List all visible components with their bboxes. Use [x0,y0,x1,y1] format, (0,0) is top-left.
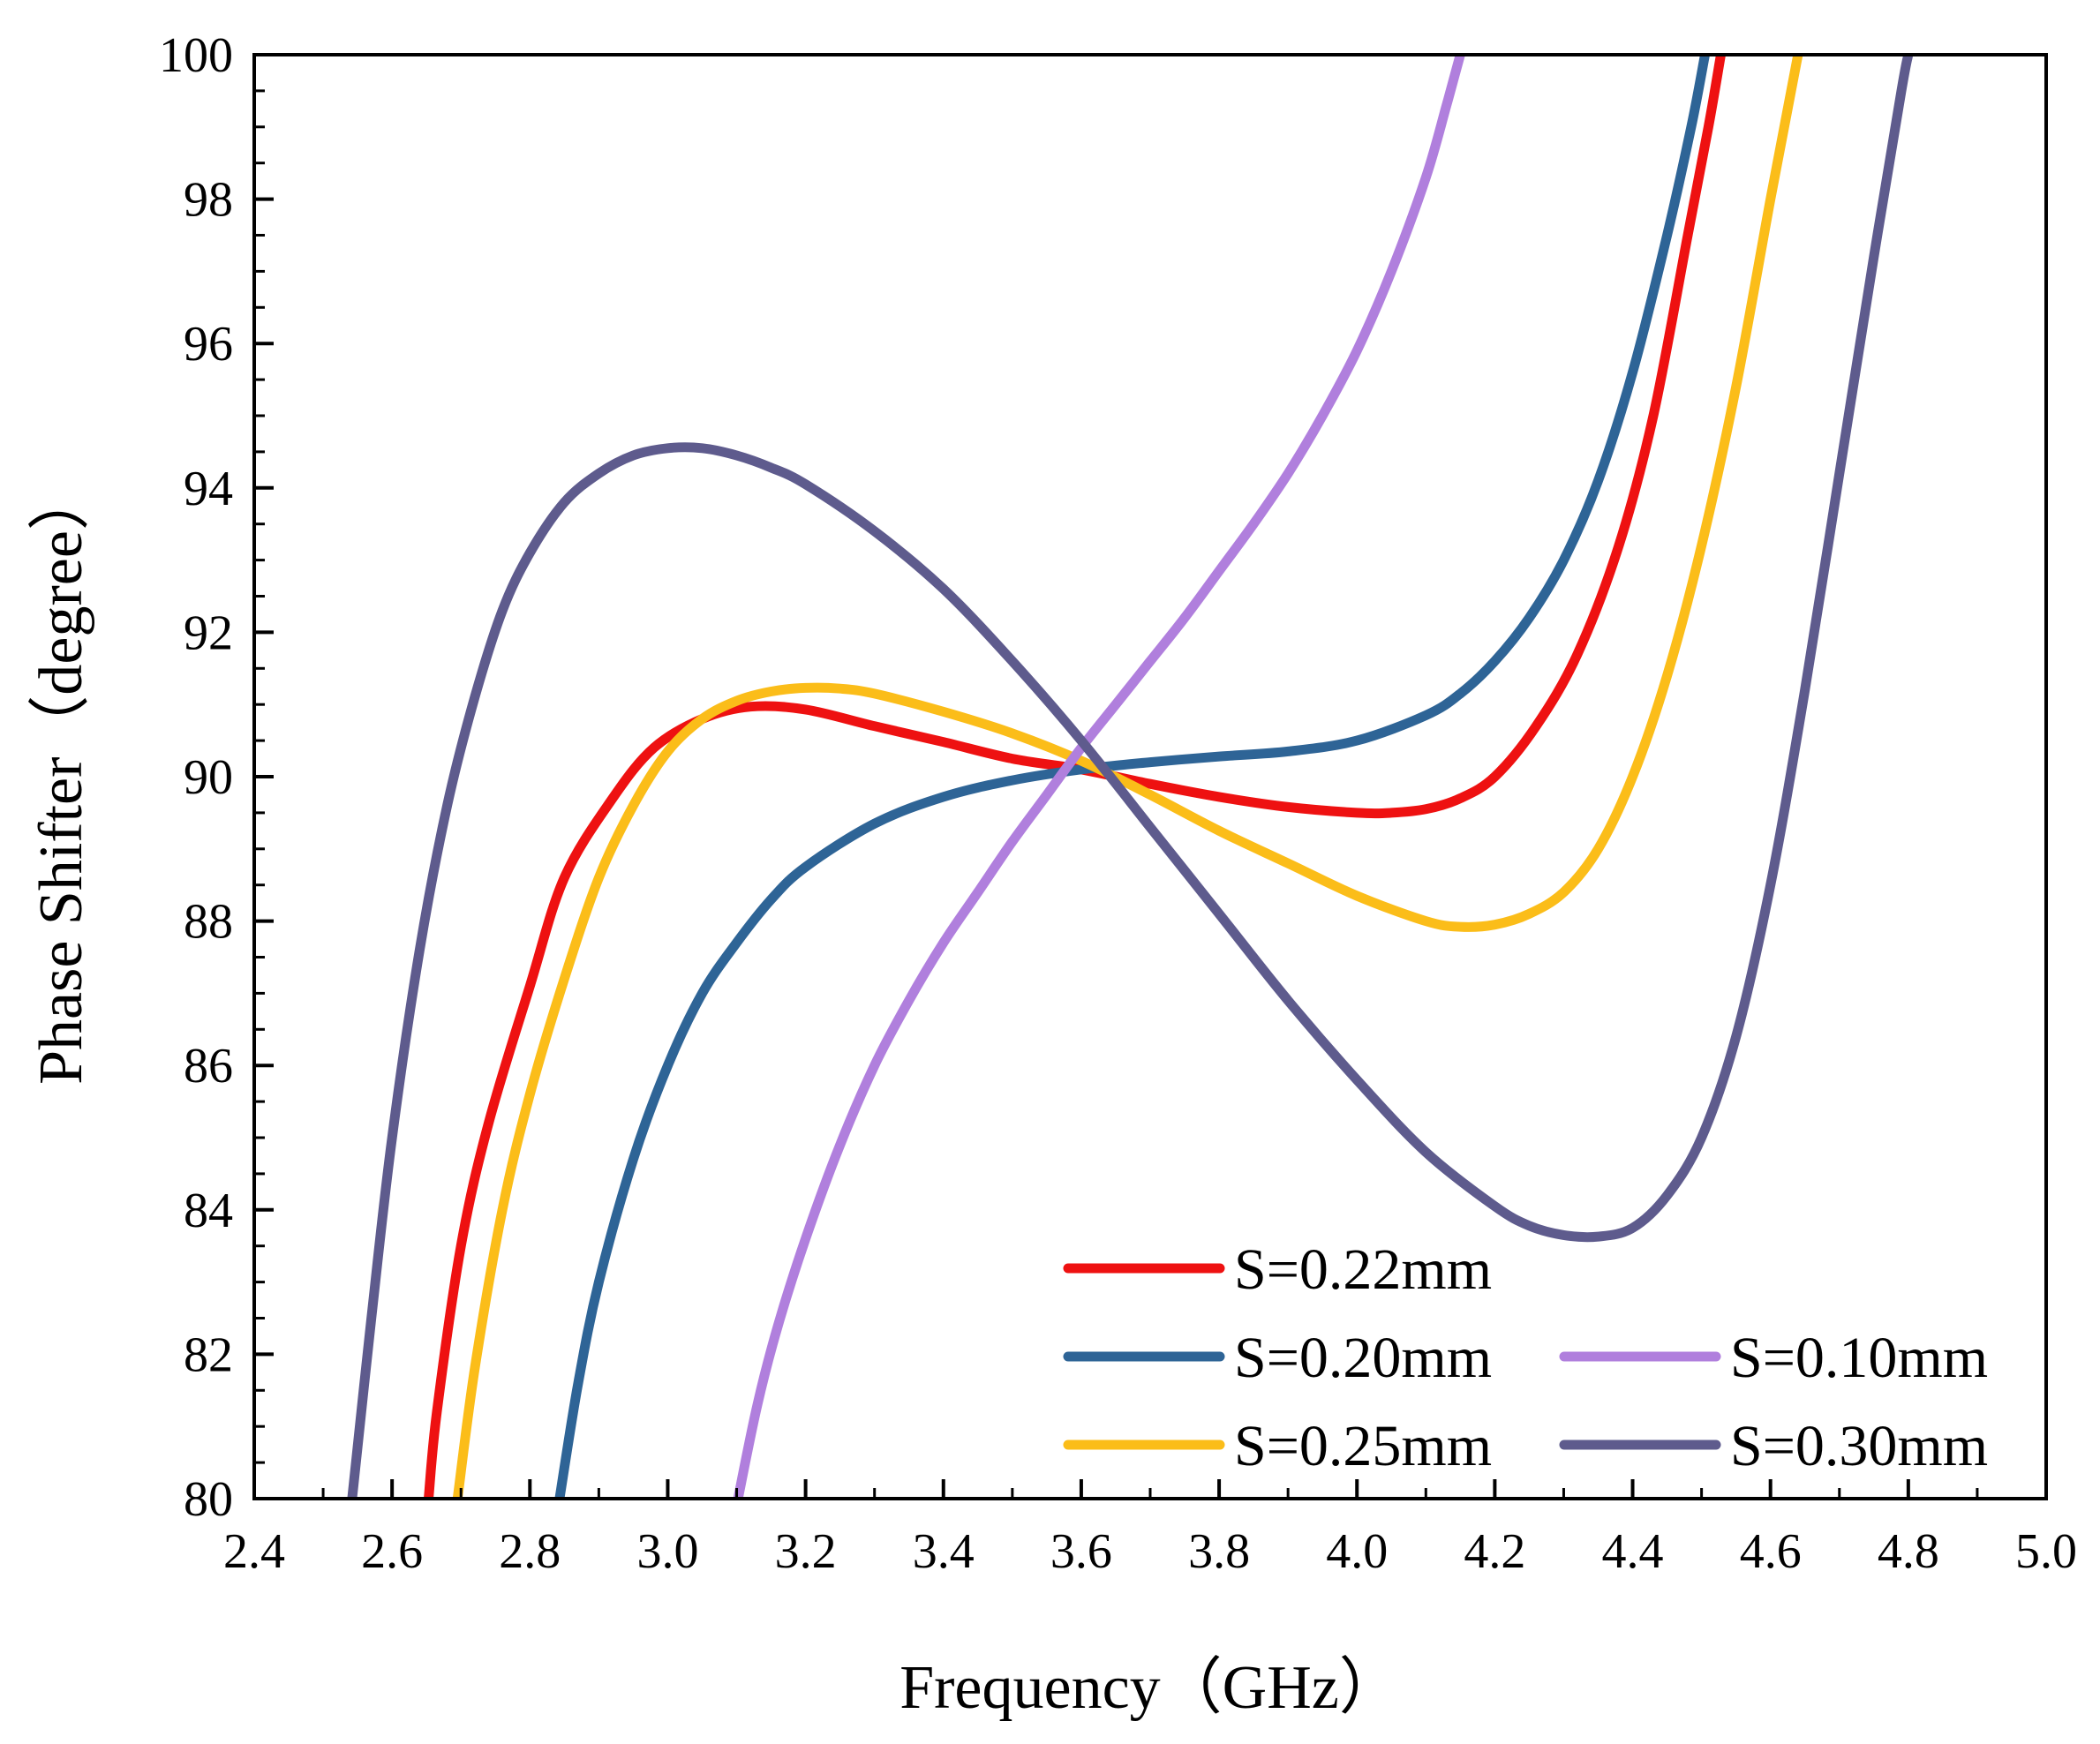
legend-label: S=0.22mm [1234,1237,1492,1302]
y-tick-label: 82 [184,1327,233,1382]
x-tick-label: 4.2 [1464,1524,1525,1579]
x-tick-label: 3.6 [1050,1524,1112,1579]
legend-label: S=0.10mm [1730,1326,1988,1390]
y-tick-label: 94 [184,462,233,516]
y-tick-label: 86 [184,1039,233,1094]
legend: S=0.22mm S=0.20mm S=0.25mm S=0.10mm S=0.30mm [1063,1237,1988,1478]
plot-frame [252,53,2048,1500]
y-tick-label: 80 [184,1472,233,1527]
y-tick-label: 92 [184,605,233,660]
x-tick-label: 3.8 [1188,1524,1250,1579]
x-axis-title: Frequency（GHz） [899,1654,1401,1722]
y-tick-label: 84 [184,1184,233,1238]
x-tick-label: 4.8 [1878,1524,1939,1579]
legend-label: S=0.30mm [1730,1414,1988,1478]
series-line-s-0-22mm [424,55,1726,1499]
x-tick-label: 4.4 [1602,1524,1664,1579]
series-line-s-0-25mm [452,55,1803,1499]
x-tick-label: 3.4 [913,1524,975,1579]
y-tick-label: 100 [159,28,233,83]
x-tick-label: 4.0 [1326,1524,1388,1579]
x-tick-label: 3.2 [775,1524,837,1579]
axis-ticks: 2.4 2.6 2.8 3.0 3.2 3.4 3.6 3.8 4.0 4.2 4.4 4.6 4.8 5… [159,28,2077,1579]
x-tick-label: 2.4 [223,1524,285,1579]
x-tick-label: 2.6 [361,1524,423,1579]
y-tick-label: 90 [184,750,233,805]
y-tick-label: 88 [184,895,233,950]
x-tick-label: 3.0 [636,1524,698,1579]
legend-label: S=0.25mm [1234,1414,1492,1478]
y-tick-label: 98 [184,173,233,228]
series-line-s-0-30mm [347,55,1914,1499]
y-tick-label: 96 [184,317,233,372]
y-axis-title: Phase Shifter（degree） [27,469,95,1085]
x-tick-label: 4.6 [1740,1524,1802,1579]
x-tick-label: 5.0 [2015,1524,2077,1579]
legend-label: S=0.20mm [1234,1326,1492,1390]
series-layer [347,55,1914,1499]
x-tick-label: 2.8 [499,1524,561,1579]
series-line-s-0-20mm [554,55,1710,1499]
